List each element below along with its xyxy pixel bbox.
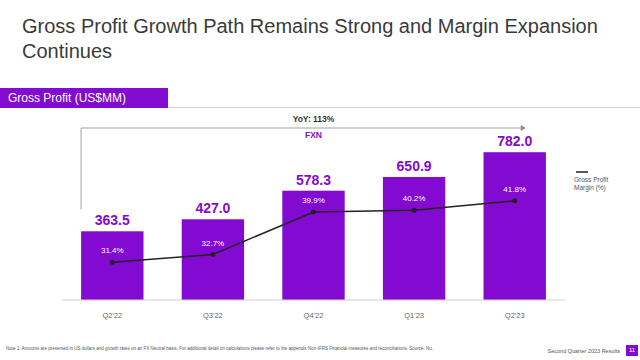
legend-swatch (576, 171, 588, 173)
margin-label: 40.2% (403, 194, 426, 203)
margin-marker (110, 260, 115, 265)
bar-label: 363.5 (95, 212, 130, 228)
category-label: Q1'23 (404, 311, 424, 320)
labels: 363.5 427.0 578.3 650.9 782.0 31.4% 32.7% 39.9%… (95, 133, 533, 320)
bar (182, 219, 244, 300)
bar (484, 152, 546, 300)
margin-label: 31.4% (101, 246, 124, 255)
category-label: Q3'22 (203, 311, 223, 320)
bracket (81, 128, 521, 209)
bar (383, 177, 445, 300)
margin-label: 41.8% (503, 185, 526, 194)
marks (81, 152, 546, 300)
chart: 363.5 427.0 578.3 650.9 782.0 31.4% 32.7% 39.9%… (0, 0, 640, 360)
yoy-annotation: YoY: 113% FXN (81, 114, 526, 209)
bar-label: 650.9 (397, 158, 432, 174)
footnote: Note 1: Amounts are presented in US doll… (6, 346, 476, 352)
margin-marker (311, 209, 316, 214)
header-rule (168, 107, 640, 108)
margin-marker (512, 198, 517, 203)
arrowhead (521, 125, 526, 131)
bar-label: 578.3 (296, 172, 331, 188)
title: Gross Profit Growth Path Remains Strong … (22, 14, 622, 64)
margin-marker (412, 208, 417, 213)
bar (81, 231, 143, 300)
annotation: FXN (305, 130, 322, 140)
page-number: 11 (626, 345, 638, 356)
bar-label: 427.0 (195, 200, 230, 216)
category-label: Q2'22 (102, 311, 122, 320)
margin-label: 39.9% (302, 196, 325, 205)
margin-marker (210, 252, 215, 257)
margin-label: 32.7% (202, 239, 225, 248)
footer: Second Quarter 2023 Results (470, 348, 620, 354)
margin-line (112, 201, 514, 262)
category-label: Q4'22 (304, 311, 324, 320)
legend-entry: Gross Profit Margin (%) (574, 176, 626, 192)
bar (282, 191, 344, 300)
series-header: Gross Profit (US$MM) (0, 88, 168, 108)
annotation: YoY: 113% (293, 114, 335, 124)
bar-label: 782.0 (497, 133, 532, 149)
baseline (62, 300, 565, 301)
category-label: Q2'23 (505, 311, 525, 320)
